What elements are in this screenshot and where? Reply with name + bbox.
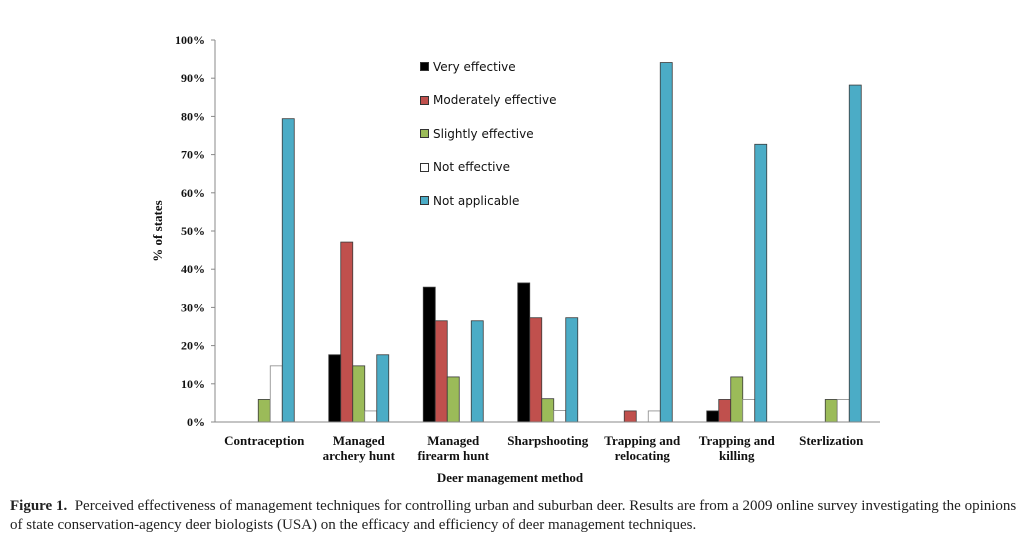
bar-not-applicable bbox=[848, 84, 862, 423]
bar-very-effective bbox=[517, 282, 531, 423]
y-tick-label: 0% bbox=[187, 415, 205, 429]
legend-item: Moderately effective bbox=[420, 84, 556, 118]
y-axis-ticks: 0% 10% 20% 30% 40% 50% 60% 70% 80% 90% 100% bbox=[175, 33, 215, 429]
y-tick-label: 50% bbox=[181, 224, 205, 238]
bar-not-effective bbox=[553, 410, 567, 423]
legend-label: Not effective bbox=[433, 160, 510, 175]
y-tick-label: 10% bbox=[181, 377, 205, 391]
y-tick-label: 40% bbox=[181, 262, 205, 276]
bar-very-effective bbox=[706, 410, 720, 423]
legend-swatch bbox=[420, 95, 429, 105]
bar-very-effective bbox=[422, 286, 436, 423]
y-tick-label: 90% bbox=[181, 71, 205, 85]
bar-not-applicable bbox=[659, 62, 673, 423]
x-tick-label: Managed archery hunt bbox=[323, 433, 396, 463]
y-tick-label: 100% bbox=[175, 33, 205, 47]
y-tick-label: 20% bbox=[181, 339, 205, 353]
bar-very-effective bbox=[328, 354, 342, 423]
bar-not-applicable bbox=[281, 118, 295, 423]
bar-slightly-effective bbox=[257, 399, 271, 423]
y-tick-label: 60% bbox=[181, 186, 205, 200]
bar-moderately-effective bbox=[718, 399, 732, 423]
bar-not-effective bbox=[742, 399, 756, 423]
bar-moderately-effective bbox=[340, 241, 354, 423]
y-axis-title: % of states bbox=[150, 200, 165, 261]
legend-item: Not effective bbox=[420, 151, 556, 185]
legend-swatch bbox=[420, 196, 429, 206]
bar-moderately-effective bbox=[529, 317, 543, 423]
bar-not-applicable bbox=[565, 317, 579, 423]
bar-slightly-effective bbox=[541, 398, 555, 423]
bar-slightly-effective bbox=[730, 376, 744, 423]
x-tick-label: Trapping and killing bbox=[699, 433, 776, 463]
bar-not-effective bbox=[647, 410, 661, 423]
x-tick-label: Sterlization bbox=[799, 433, 864, 448]
legend-label: Very effective bbox=[433, 59, 516, 74]
x-tick-label: Sharpshooting bbox=[507, 433, 588, 448]
legend-label: Not applicable bbox=[433, 193, 520, 208]
x-axis-title: Deer management method bbox=[437, 470, 584, 485]
legend-item: Not applicable bbox=[420, 184, 556, 218]
bar-not-applicable bbox=[376, 354, 390, 423]
x-tick-label: Trapping and relocating bbox=[604, 433, 681, 463]
legend-item: Slightly effective bbox=[420, 117, 556, 151]
bar-moderately-effective bbox=[434, 320, 448, 423]
bar-slightly-effective bbox=[824, 399, 838, 423]
bar-not-effective bbox=[836, 399, 850, 423]
caption-label: Figure 1. bbox=[10, 498, 68, 514]
y-tick-label: 70% bbox=[181, 148, 205, 162]
x-tick-label: Contraception bbox=[224, 433, 305, 448]
legend-swatch bbox=[420, 62, 429, 72]
legend-label: Moderately effective bbox=[433, 93, 557, 108]
legend-item: Very effective bbox=[420, 50, 556, 84]
bar-not-effective bbox=[269, 365, 283, 423]
x-axis-labels: Contraception Managed archery hunt Managed f… bbox=[224, 433, 864, 463]
bar-slightly-effective bbox=[446, 376, 460, 423]
figure-caption: Figure 1. Perceived effectiveness of man… bbox=[10, 497, 1020, 535]
bar-not-applicable bbox=[470, 320, 484, 423]
bar-moderately-effective bbox=[623, 410, 637, 423]
legend-label: Slightly effective bbox=[433, 126, 534, 141]
caption-text: Perceived effectiveness of management te… bbox=[10, 498, 1017, 533]
legend-swatch bbox=[420, 129, 429, 139]
bars bbox=[257, 62, 862, 423]
y-tick-label: 80% bbox=[181, 109, 205, 123]
legend-swatch bbox=[420, 162, 429, 172]
legend: Very effective Moderately effective Slight… bbox=[420, 50, 556, 218]
bar-slightly-effective bbox=[352, 365, 366, 423]
bar-chart: 0% 10% 20% 30% 40% 50% 60% 70% 80% 90% 100% Contra… bbox=[150, 33, 880, 485]
x-tick-label: Managed firearm hunt bbox=[417, 433, 489, 463]
bar-not-applicable bbox=[754, 143, 768, 423]
bar-not-effective bbox=[364, 410, 378, 423]
y-tick-label: 30% bbox=[181, 300, 205, 314]
